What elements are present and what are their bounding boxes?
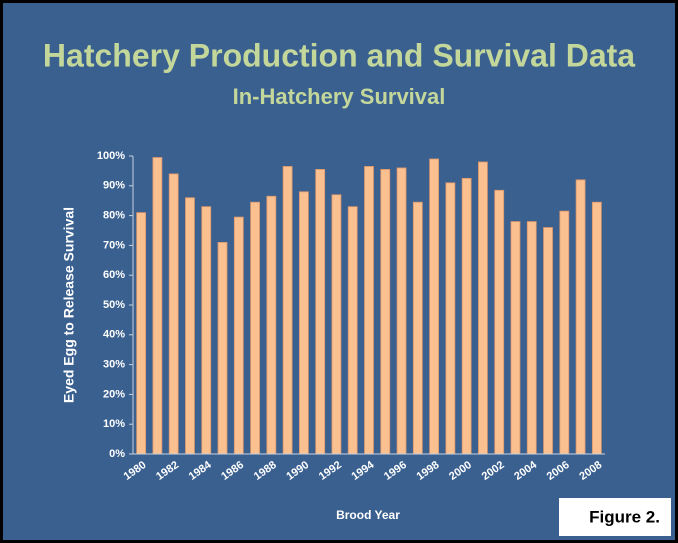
bar bbox=[543, 227, 553, 455]
bar bbox=[478, 161, 488, 455]
bar bbox=[168, 173, 179, 455]
bar bbox=[298, 191, 309, 455]
y-tick-label: 20% bbox=[103, 388, 125, 400]
y-tick-label: 10% bbox=[103, 418, 125, 430]
bar bbox=[347, 206, 358, 455]
y-tick-label: 100% bbox=[97, 150, 125, 162]
bar bbox=[575, 179, 586, 455]
bar bbox=[266, 195, 277, 455]
bar bbox=[250, 201, 260, 455]
x-axis-label: Brood Year bbox=[336, 508, 400, 522]
y-tick-label: 70% bbox=[103, 239, 125, 251]
bar bbox=[494, 189, 505, 455]
y-tick-label: 0% bbox=[109, 448, 125, 460]
bar bbox=[445, 182, 456, 455]
bar bbox=[412, 201, 423, 455]
y-tick-label: 60% bbox=[103, 269, 125, 281]
bar bbox=[136, 212, 147, 455]
bar bbox=[396, 167, 407, 455]
bar bbox=[315, 169, 326, 455]
chart-title: Hatchery Production and Survival Data bbox=[43, 37, 635, 73]
bar bbox=[331, 194, 342, 455]
y-tick-label: 90% bbox=[103, 180, 125, 192]
chart-subtitle: In-Hatchery Survival bbox=[233, 84, 446, 109]
y-tick-label: 40% bbox=[103, 329, 125, 341]
bar bbox=[282, 166, 293, 455]
bar bbox=[526, 221, 537, 455]
bar bbox=[185, 197, 195, 455]
bar bbox=[429, 158, 440, 455]
bar bbox=[559, 210, 570, 455]
y-tick-label: 50% bbox=[103, 299, 125, 311]
bar bbox=[152, 157, 163, 455]
y-axis-label: Eyed Egg to Release Survival bbox=[61, 207, 77, 403]
bar bbox=[591, 201, 602, 455]
bar bbox=[510, 221, 521, 455]
bar bbox=[233, 216, 244, 455]
y-tick-label: 80% bbox=[103, 210, 125, 222]
bar bbox=[217, 242, 228, 455]
annotation-box bbox=[559, 498, 671, 536]
bar bbox=[364, 166, 374, 455]
bar bbox=[380, 169, 391, 455]
annotation: Figure 2. bbox=[589, 507, 660, 526]
y-tick-label: 30% bbox=[103, 359, 125, 371]
bar bbox=[201, 206, 212, 455]
bar bbox=[461, 177, 472, 455]
